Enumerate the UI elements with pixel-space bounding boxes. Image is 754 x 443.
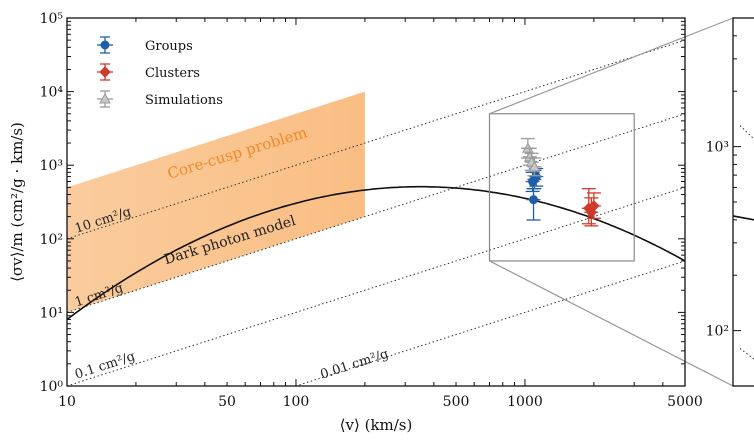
zoom-region-layer	[488, 17, 734, 387]
simulations-point	[99, 92, 111, 104]
series-simulations	[520, 137, 542, 177]
core-cusp-band	[67, 91, 365, 313]
constant-line	[294, 260, 685, 386]
zoom-connector-top	[489, 17, 734, 115]
inset-constant-line	[739, 348, 754, 360]
const-line-label-0.1: 0.1 cm²/g	[73, 349, 137, 383]
axes-layer: 10 50 100 500 1000 5000 10⁰ 10¹ 10² 10³ 10⁴ 10⁵	[40, 11, 703, 410]
inset-panel: 10³ 10²	[706, 17, 754, 387]
legend-label: Groups	[145, 39, 193, 54]
zoom-box	[488, 113, 635, 262]
y-tick-label: 10⁴	[40, 85, 64, 101]
dark-photon-curve-layer	[67, 185, 685, 321]
constant-line	[67, 39, 685, 240]
clusters-point	[588, 200, 600, 212]
x-tick-label: 50	[218, 394, 236, 410]
constant-cross-section-lines	[67, 39, 685, 386]
legend-item: Simulations	[97, 90, 223, 108]
y-tick-label: 10⁰	[40, 379, 64, 395]
x-tick-label: 500	[443, 394, 470, 410]
constant-line	[67, 186, 685, 386]
x-tick-label: 10	[58, 394, 76, 410]
y-tick-label: 10²	[40, 232, 63, 248]
simulations-point	[528, 160, 541, 172]
inset-constant-line	[739, 125, 754, 140]
plot-frame	[66, 17, 686, 387]
x-tick-label: 1000	[507, 394, 543, 410]
inset-curve	[732, 215, 754, 221]
legend: Groups Clusters Simulations	[97, 36, 223, 108]
x-tick-label: 100	[283, 394, 310, 410]
y-tick-label: 10¹	[40, 305, 63, 321]
clusters-point	[99, 66, 111, 78]
inset-y-tick-label: 10²	[706, 324, 729, 340]
zoom-connector-bottom	[489, 260, 734, 387]
y-axis-label: ⟨σv⟩/m (cm²/g · km/s)	[8, 122, 26, 282]
series-clusters	[581, 188, 601, 227]
const-line-label-0.01: 0.01 cm²/g	[319, 347, 391, 383]
y-tick-label: 10³	[40, 158, 63, 174]
legend-label: Simulations	[145, 93, 223, 108]
data-points-layer	[520, 137, 601, 227]
core-cusp-band-layer	[67, 91, 365, 313]
groups-point	[531, 172, 541, 182]
y-tick-label: 10⁵	[40, 11, 64, 27]
legend-item: Clusters	[97, 63, 200, 81]
x-axis-label: ⟨v⟩ (km/s)	[340, 416, 413, 434]
groups-point	[529, 195, 539, 205]
legend-label: Clusters	[145, 66, 200, 81]
dark-photon-curve	[67, 185, 685, 321]
inset-y-tick-label: 10³	[706, 140, 729, 156]
groups-point	[100, 40, 110, 50]
x-tick-label: 5000	[667, 394, 703, 410]
constant-line	[67, 113, 685, 313]
legend-item: Groups	[97, 36, 193, 54]
